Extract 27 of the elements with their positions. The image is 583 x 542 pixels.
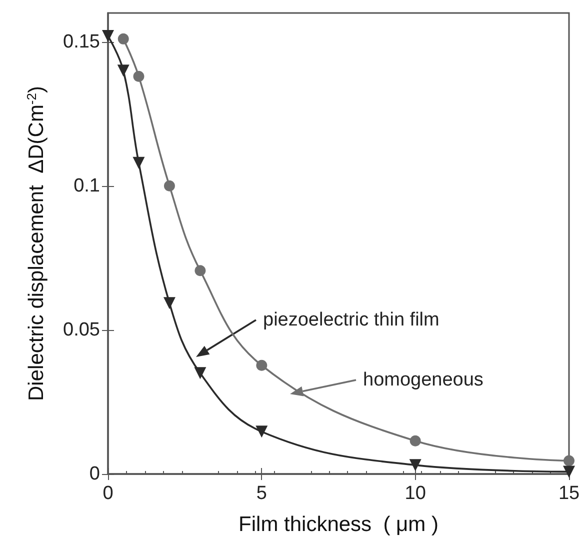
annotation: homogeneous [363, 370, 484, 390]
point [163, 297, 176, 310]
point [164, 180, 175, 192]
point [132, 156, 145, 169]
x-tick-label: 10 [404, 483, 426, 504]
y-tick-label: 0.05 [63, 319, 100, 340]
y-tick-label: 0.1 [74, 175, 100, 196]
x-tick-label: 5 [256, 483, 267, 504]
point [102, 30, 114, 42]
point [409, 459, 422, 472]
annotation: piezoelectric thin film [263, 310, 440, 330]
point [563, 466, 575, 478]
point [256, 360, 268, 371]
x-tick-label: 0 [102, 483, 114, 504]
point [564, 455, 574, 466]
x-axis-title: Film thickness ( μm ) [238, 513, 438, 536]
point [256, 426, 268, 438]
point [194, 367, 206, 380]
point [118, 33, 129, 44]
y-axis-title: Dielectric displacement ΔD(Cm-2) [24, 86, 48, 401]
point [133, 70, 144, 82]
x-tick-label: 15 [558, 483, 580, 504]
point [117, 64, 130, 77]
y-tick-label: 0 [89, 464, 100, 484]
point [194, 265, 206, 276]
point [410, 435, 421, 446]
y-tick-label: 0.15 [63, 31, 100, 52]
